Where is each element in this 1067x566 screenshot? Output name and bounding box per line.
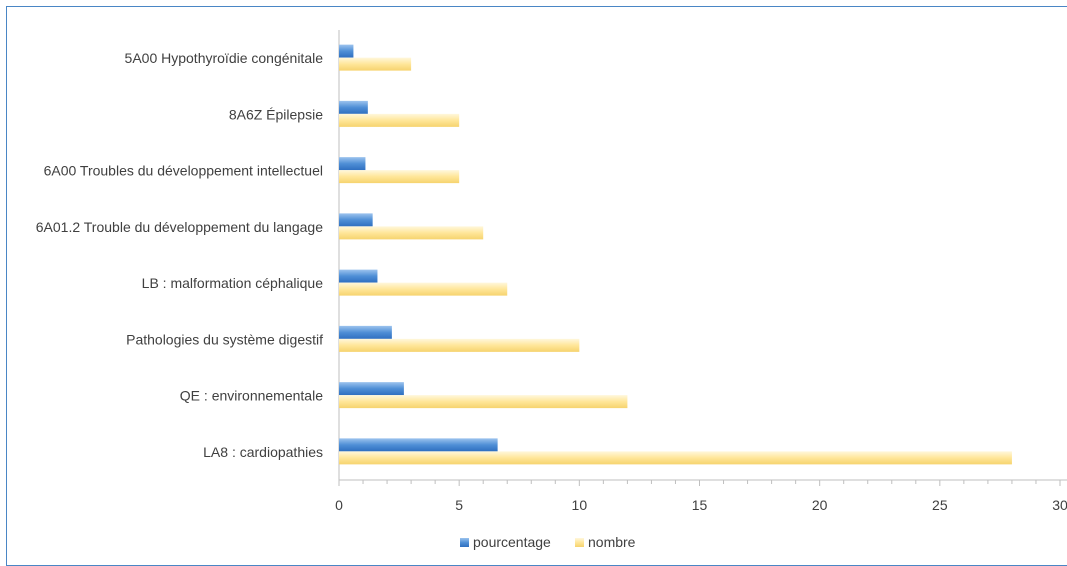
category-label: LB : malformation céphalique (142, 275, 324, 291)
x-tick-label: 10 (572, 497, 588, 513)
bar-nombre[interactable] (339, 338, 580, 352)
category-label: 5A00 Hypothyroïdie congénitale (125, 50, 324, 66)
category-label: LA8 : cardiopathies (203, 444, 323, 460)
bars-layer (339, 44, 1012, 465)
bar-nombre[interactable] (339, 113, 460, 127)
legend-swatch-pourcentage (460, 538, 469, 547)
bar-nombre[interactable] (339, 170, 460, 184)
bar-pourcentage[interactable] (339, 157, 366, 171)
x-tick-label: 20 (812, 497, 828, 513)
labels-layer: LA8 : cardiopathies QE : environnementale… (36, 50, 323, 460)
category-label: QE : environnementale (180, 388, 323, 404)
bar-pourcentage[interactable] (339, 325, 392, 339)
x-tick-label: 25 (932, 497, 948, 513)
bar-nombre[interactable] (339, 57, 412, 71)
bar-nombre[interactable] (339, 451, 1012, 465)
legend-label-pourcentage: pourcentage (473, 534, 551, 550)
legend: pourcentage nombre (460, 534, 636, 550)
bar-nombre[interactable] (339, 226, 484, 240)
bar-nombre[interactable] (339, 282, 508, 296)
bar-pourcentage[interactable] (339, 213, 373, 227)
legend-swatch-nombre (575, 538, 584, 547)
bar-pourcentage[interactable] (339, 269, 378, 283)
x-tick-label: 30 (1052, 497, 1067, 513)
bar-pourcentage[interactable] (339, 382, 404, 396)
category-label: Pathologies du système digestif (126, 331, 323, 347)
x-tick-label: 0 (335, 497, 343, 513)
category-label: 6A01.2 Trouble du développement du langa… (36, 219, 323, 235)
x-tick-label: 15 (692, 497, 708, 513)
bar-nombre[interactable] (339, 395, 628, 409)
bar-pourcentage[interactable] (339, 100, 368, 114)
category-label: 6A00 Troubles du développement intellect… (44, 163, 323, 179)
legend-label-nombre: nombre (588, 534, 636, 550)
x-tick-label: 5 (455, 497, 463, 513)
category-label: 8A6Z Épilepsie (229, 106, 323, 122)
bar-pourcentage[interactable] (339, 44, 354, 58)
bar-pourcentage[interactable] (339, 438, 498, 452)
